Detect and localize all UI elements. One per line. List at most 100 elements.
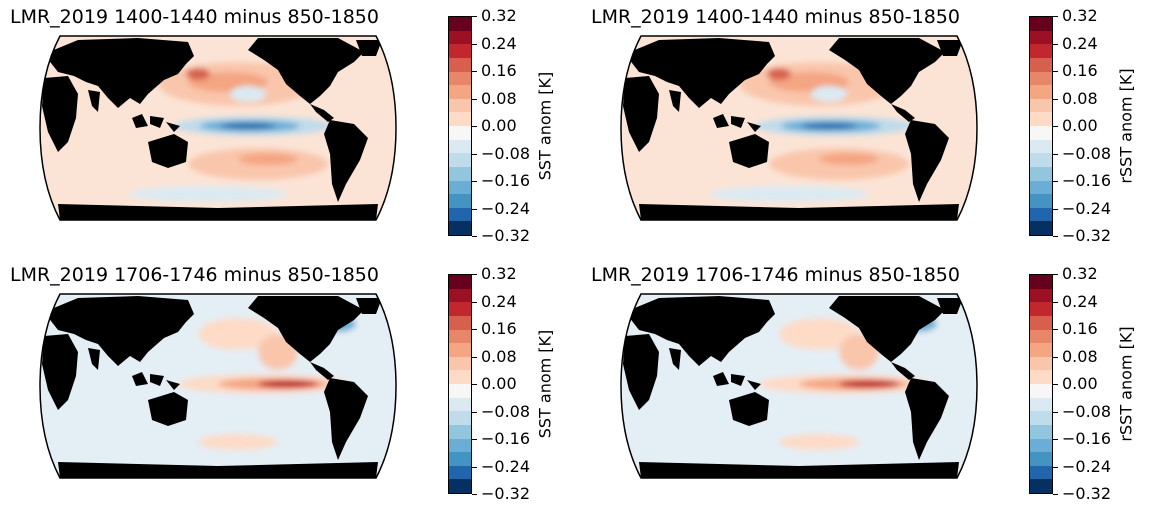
colorbar-swatch	[1030, 275, 1052, 289]
colorbar-swatch	[1030, 424, 1052, 439]
colorbar-swatch	[1030, 356, 1052, 371]
colorbar-swatch	[1030, 44, 1052, 58]
colorbar-swatch	[449, 452, 471, 466]
colorbar-tick-label: 0.16	[1053, 63, 1098, 79]
colorbar-swatch	[1030, 166, 1052, 181]
panel-title: LMR_2019 1400-1440 minus 850-1850	[591, 6, 960, 28]
colorbar-swatch	[449, 153, 471, 167]
colorbar-tick-label: −0.16	[1053, 431, 1111, 447]
map-panel-top-right: LMR_2019 1400-1440 minus 850-1850 0.32 0.…	[581, 0, 1152, 256]
colorbar-swatch	[449, 315, 471, 330]
colorbar-swatch	[449, 221, 471, 235]
colorbar-swatch	[1030, 112, 1052, 126]
map-panel-bottom-right: LMR_2019 1706-1746 minus 850-1850 0.32 0.…	[581, 258, 1152, 514]
map-panel-top-left: LMR_2019 1400-1440 minus 850-1850 0.32 0.…	[0, 0, 576, 256]
colorbar-swatch	[449, 207, 471, 222]
colorbar-swatch	[1030, 57, 1052, 72]
colorbar-swatch	[1030, 343, 1052, 357]
colorbar-swatch	[449, 302, 471, 316]
colorbar-swatch	[449, 17, 471, 31]
colorbar-tick-label: 0.08	[472, 90, 517, 107]
colorbar-swatch	[449, 479, 471, 493]
world-map	[620, 293, 978, 479]
colorbar-swatch	[1030, 194, 1052, 208]
colorbar-tick-label: 0.00	[472, 376, 517, 392]
colorbar-swatch	[449, 411, 471, 425]
colorbar-tick-label: −0.08	[472, 403, 530, 420]
colorbar-swatch	[1030, 17, 1052, 31]
colorbar-swatch	[1030, 397, 1052, 412]
colorbar-swatch	[1030, 329, 1052, 344]
map-panel-bottom-left: LMR_2019 1706-1746 minus 850-1850 0.32 0.…	[0, 258, 576, 514]
colorbar-tick-label: −0.24	[1053, 200, 1111, 217]
colorbar-swatch	[449, 85, 471, 99]
colorbar-swatch	[1030, 384, 1052, 398]
world-map	[620, 35, 978, 221]
panel-title: LMR_2019 1400-1440 minus 850-1850	[10, 6, 379, 28]
colorbar-swatch	[449, 438, 471, 453]
colorbar-swatch	[1030, 370, 1052, 384]
colorbar-swatch	[449, 275, 471, 289]
colorbar-swatch	[449, 329, 471, 344]
colorbar-swatch	[1030, 85, 1052, 99]
colorbar-swatch	[449, 30, 471, 45]
colorbar-swatch	[1030, 30, 1052, 45]
colorbar-swatch	[449, 370, 471, 384]
colorbar-swatch	[1030, 315, 1052, 330]
colorbar-swatch	[449, 44, 471, 58]
colorbar-swatch	[449, 57, 471, 72]
colorbar-swatch	[449, 288, 471, 303]
colorbar-tick-label: 0.08	[1053, 90, 1098, 107]
colorbar-swatch	[449, 343, 471, 357]
colorbar-swatch	[449, 356, 471, 371]
colorbar-swatch	[449, 71, 471, 86]
colorbar-tick-label: 0.24	[1053, 35, 1098, 52]
colorbar-tick-label: 0.08	[1053, 348, 1098, 365]
colorbar-tick-label: 0.16	[472, 321, 517, 337]
colorbar-tick-label: −0.16	[472, 173, 530, 189]
colorbar-swatch	[449, 126, 471, 140]
colorbar-tick-label: 0.32	[472, 266, 517, 282]
colorbar-tick-label: 0.16	[472, 63, 517, 79]
colorbar-tick-label: 0.24	[472, 293, 517, 310]
colorbar	[448, 16, 472, 236]
colorbar-ticks: 0.32 0.24 0.16 0.08 0.00 −0.08 −0.16 −0.24 −0.32	[1053, 8, 1133, 244]
colorbar-tick-label: 0.24	[1053, 293, 1098, 310]
colorbar	[1029, 16, 1053, 236]
colorbar-tick-label: −0.32	[472, 228, 530, 244]
colorbar-swatch	[1030, 411, 1052, 425]
colorbar-swatch	[1030, 71, 1052, 86]
colorbar-swatch	[1030, 221, 1052, 235]
colorbar-swatch	[449, 397, 471, 412]
colorbar-tick-label: 0.32	[1053, 266, 1098, 282]
colorbar-swatch	[1030, 302, 1052, 316]
colorbar-swatch	[1030, 452, 1052, 466]
colorbar-tick-label: −0.08	[472, 145, 530, 162]
colorbar-tick-label: −0.16	[1053, 173, 1111, 189]
colorbar-tick-label: −0.32	[472, 486, 530, 502]
panel-title: LMR_2019 1706-1746 minus 850-1850	[10, 264, 379, 286]
colorbar-swatch	[1030, 479, 1052, 493]
colorbar-swatch	[449, 166, 471, 181]
panel-title: LMR_2019 1706-1746 minus 850-1850	[591, 264, 960, 286]
colorbar-swatch	[1030, 126, 1052, 140]
colorbar	[448, 274, 472, 494]
colorbar-tick-label: −0.32	[1053, 486, 1111, 502]
colorbar-swatch	[449, 180, 471, 195]
world-map	[39, 293, 397, 479]
colorbar-tick-label: 0.32	[472, 8, 517, 24]
colorbar-swatch	[1030, 139, 1052, 154]
colorbar-tick-label: −0.16	[472, 431, 530, 447]
colorbar	[1029, 274, 1053, 494]
world-map	[39, 35, 397, 221]
colorbar-tick-label: 0.00	[1053, 376, 1098, 392]
colorbar-tick-label: −0.08	[1053, 403, 1111, 420]
colorbar-tick-label: 0.16	[1053, 321, 1098, 337]
colorbar-swatch	[449, 98, 471, 113]
colorbar-swatch	[1030, 465, 1052, 480]
colorbar-swatch	[1030, 153, 1052, 167]
colorbar-tick-label: −0.24	[472, 458, 530, 475]
colorbar-swatch	[449, 139, 471, 154]
colorbar-tick-label: 0.24	[472, 35, 517, 52]
colorbar-tick-label: −0.08	[1053, 145, 1111, 162]
